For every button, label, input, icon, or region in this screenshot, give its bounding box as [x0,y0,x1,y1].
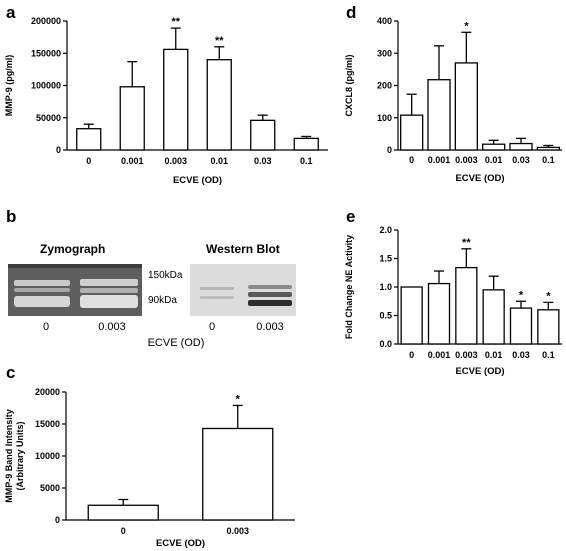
western-lane-0: 0 [209,321,215,333]
x-tick-label: 0 [86,156,91,166]
bar [87,504,159,521]
y-tick-label: 0.5 [379,311,392,321]
western-blot-title: Western Blot [206,242,280,256]
y-tick-label: 200000 [31,16,61,26]
x-tick-label: 0.01 [485,350,503,360]
panel-label-e: e [346,207,355,226]
x-axis-label: ECVE (OD) [173,175,222,186]
significance-marker: * [464,20,469,32]
panel-label-a: a [6,3,16,22]
significance-marker: ** [215,35,224,47]
y-tick-label: 1.0 [379,282,392,292]
x-tick-label: 0.003 [226,526,249,536]
chart-c-band-intensity: 0 5000 10000 15000 20000 0 * 0.003 ECVE (OD) MMP-… [4,387,295,549]
panel-label-d: d [346,3,356,22]
significance-marker: * [546,290,551,302]
bar [400,286,423,345]
bar [400,114,424,151]
western-lane-0003: 0.003 [256,321,284,333]
x-tick-label: 0.001 [428,155,451,165]
y-tick-label: 10000 [35,451,60,461]
bar [482,143,506,151]
western-blot-gel [190,264,296,316]
chart-e-ne-activity: 0.0 0.5 1.0 1.5 2.0 0 0.001 ** 0.003 0.01 * 0.03 * 0.… [344,225,562,377]
x-tick-label: 0.1 [542,350,555,360]
x-tick-label: 0.003 [164,156,187,166]
y-tick-label: 1.5 [379,254,392,264]
bar [454,62,478,151]
y-axis-label: MMP-9 (pg/ml) [4,55,14,117]
y-tick-label: 0 [387,145,392,155]
x-tick-label: 0.003 [455,350,478,360]
y-tick-label: 100 [377,113,392,123]
bar [163,48,189,151]
x-tick-label: 0 [409,350,414,360]
bar [509,142,533,151]
zymograph-gel [8,264,142,316]
bar [202,427,274,521]
chart-a-mmp9: 0 50000 100000 150000 200000 0 0.001 ** 0.003 ** 0… [4,16,328,186]
x-axis-label: ECVE (OD) [455,173,504,184]
bar [482,289,505,345]
significance-marker: * [519,289,524,301]
bar [76,128,102,151]
bar [119,86,145,151]
x-tick-label: 0.001 [428,350,451,360]
y-tick-label: 0.0 [379,339,392,349]
y-tick-label: 0 [56,145,61,155]
bar [509,307,533,345]
bar [293,137,319,151]
x-tick-label: 0.01 [485,155,503,165]
y-axis-label: CXCL8 (pg/ml) [344,54,354,116]
y-tick-label: 2.0 [379,225,392,235]
panel-label-b: b [6,207,16,226]
marker-90kda: 90kDa [148,295,177,306]
x-tick-label: 0.03 [254,156,272,166]
bar [427,79,451,151]
y-axis-label: Fold Change NE Activity [344,235,354,339]
y-tick-label: 400 [377,16,392,26]
x-tick-label: 0 [121,526,126,536]
y-tick-label: 150000 [31,48,61,58]
significance-marker: ** [462,237,471,249]
bar [455,266,478,345]
x-tick-label: 0 [409,155,414,165]
x-tick-label: 0.1 [542,155,555,165]
x-axis-label: ECVE (OD) [455,366,504,377]
blot-x-label: ECVE (OD) [148,337,205,349]
y-tick-label: 20000 [35,387,60,397]
bar [250,119,276,151]
significance-marker: ** [171,16,180,28]
y-tick-label: 0 [55,515,60,525]
y-tick-label: 15000 [35,419,60,429]
bar [537,309,560,345]
significance-marker: * [236,393,241,405]
y-tick-label: 100000 [31,81,61,91]
y-tick-label: 300 [377,48,392,58]
bar [427,282,451,345]
panel-label-c: c [6,363,15,382]
y-tick-label: 50000 [36,113,61,123]
bar [206,59,232,151]
x-tick-label: 0.001 [121,156,144,166]
x-tick-label: 0.003 [455,155,478,165]
zymograph-lane-0003: 0.003 [98,321,126,333]
marker-150kda: 150kDa [148,270,183,281]
blot-panel: Zymograph Western Blot 150kDa 90kDa 0 0.… [8,242,296,349]
y-tick-label: 5000 [40,483,60,493]
chart-d-cxcl8: 0 100 200 300 400 0 0.001 * 0.003 0.01 0.03 0.1 ECVE… [344,16,562,184]
x-tick-label: 0.01 [210,156,228,166]
x-axis-label: ECVE (OD) [156,538,205,549]
zymograph-title: Zymograph [40,242,105,256]
x-tick-label: 0.03 [512,155,530,165]
x-tick-label: 0.1 [300,156,313,166]
y-axis-label: (Arbitrary Units) [15,421,25,490]
y-axis-label: MMP-9 Band Intensity [4,409,14,503]
bar [536,146,560,151]
zymograph-lane-0: 0 [43,321,49,333]
y-tick-label: 200 [377,81,392,91]
x-tick-label: 0.03 [512,350,530,360]
